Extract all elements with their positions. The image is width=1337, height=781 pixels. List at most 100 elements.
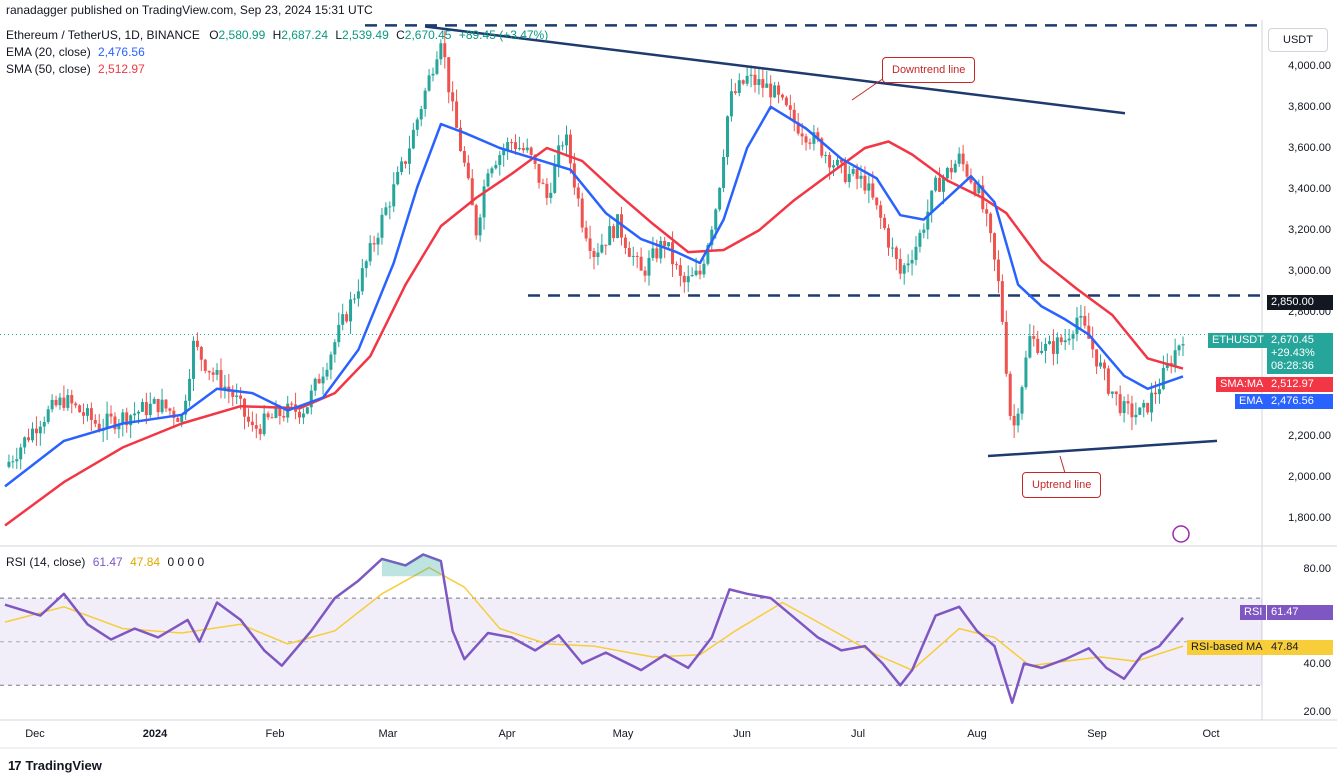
candle-body xyxy=(274,407,278,418)
candle-body xyxy=(1157,389,1161,395)
candle-body xyxy=(945,167,949,179)
candle-body xyxy=(290,403,294,405)
symbol-tag: ETHUSDT xyxy=(1208,333,1268,348)
candle-body xyxy=(541,182,545,184)
candle-body xyxy=(1126,401,1130,404)
candle-body xyxy=(969,176,973,183)
sma50-line xyxy=(4,140,1184,527)
rsi-legend[interactable]: RSI (14, close) 61.47 47.84 0 0 0 0 xyxy=(6,555,204,569)
candle-body xyxy=(800,133,804,137)
symbol-ohlc-row: Ethereum / TetherUS, 1D, BINANCE O2,580.… xyxy=(6,28,548,42)
ema-legend[interactable]: EMA (20, close) 2,476.56 xyxy=(6,45,145,59)
candle-body xyxy=(761,79,765,88)
candle-body xyxy=(462,150,466,163)
candle-body xyxy=(993,233,997,260)
candle-body xyxy=(278,407,282,416)
candle-body xyxy=(623,237,627,248)
candle-body xyxy=(211,372,215,375)
candle-body xyxy=(596,252,600,258)
candle-body xyxy=(486,173,490,187)
candle-body xyxy=(282,415,286,418)
candle-body xyxy=(356,291,360,299)
candle-body xyxy=(989,213,993,234)
candle-body xyxy=(207,370,211,373)
candle-body xyxy=(404,161,408,164)
candle-body xyxy=(1134,414,1138,418)
uptrend-callout[interactable]: Uptrend line xyxy=(1022,472,1102,498)
candle-body xyxy=(1000,281,1004,322)
candle-body xyxy=(592,250,596,258)
candle-body xyxy=(828,155,832,168)
rsi-legend-label: RSI (14, close) xyxy=(6,555,86,569)
candle-body xyxy=(466,162,470,179)
uptrend-callout-pointer xyxy=(1059,455,1066,474)
candle-body xyxy=(30,428,34,441)
candle-body xyxy=(125,412,129,426)
candle-body xyxy=(513,142,517,150)
candle-body xyxy=(168,408,172,411)
price-axis-label: 3,200.00 xyxy=(1288,224,1331,236)
candle-body xyxy=(576,187,580,199)
candle-body xyxy=(667,242,671,247)
candle-body xyxy=(1047,341,1051,344)
candle-body xyxy=(156,398,160,413)
candle-body xyxy=(231,391,235,397)
price-axis-label: 4,000.00 xyxy=(1288,60,1331,72)
uptrend-line xyxy=(987,439,1218,458)
currency-button[interactable]: USDT xyxy=(1268,28,1328,52)
candle-body xyxy=(117,424,121,430)
candle-body xyxy=(737,80,741,94)
candle-body xyxy=(235,395,239,397)
candle-body xyxy=(1004,321,1008,374)
candle-body xyxy=(651,248,655,258)
candle-body xyxy=(54,399,58,406)
candle-body xyxy=(19,447,23,460)
time-axis-label: 2024 xyxy=(142,728,168,740)
candle-body xyxy=(843,162,847,183)
candle-body xyxy=(902,265,906,274)
candle-body xyxy=(918,232,922,247)
candle-body xyxy=(521,148,525,151)
candle-body xyxy=(545,183,549,198)
candle-body xyxy=(883,217,887,229)
candle-body xyxy=(482,186,486,218)
candle-body xyxy=(1118,394,1122,414)
downtrend-callout[interactable]: Downtrend line xyxy=(882,57,976,83)
candle-body xyxy=(411,129,415,149)
candle-body xyxy=(62,397,66,408)
time-axis-label: Mar xyxy=(378,728,398,740)
candle-body xyxy=(580,198,584,228)
level-price-tag: 2,850.00 xyxy=(1267,295,1333,310)
symbol-title[interactable]: Ethereum / TetherUS, 1D, BINANCE xyxy=(6,28,200,42)
candle-body xyxy=(914,246,918,260)
candle-body xyxy=(529,147,533,155)
candle-body xyxy=(337,324,341,343)
candle-body xyxy=(341,314,345,325)
candle-body xyxy=(325,369,329,377)
candle-body xyxy=(584,227,588,239)
price-axis-label: 3,000.00 xyxy=(1288,265,1331,277)
sma-legend[interactable]: SMA (50, close) 2,512.97 xyxy=(6,62,145,76)
candle-body xyxy=(23,437,27,448)
candle-body xyxy=(612,226,616,239)
candle-body xyxy=(121,412,125,425)
candle-body xyxy=(1028,336,1032,358)
candle-body xyxy=(329,354,333,370)
candle-body xyxy=(1063,340,1067,343)
time-axis-label: May xyxy=(612,728,634,740)
sma-legend-label: SMA (50, close) xyxy=(6,62,91,76)
candle-body xyxy=(741,80,745,84)
candle-body xyxy=(1142,402,1146,408)
tradingview-brand[interactable]: 17 TradingView xyxy=(8,758,102,773)
candle-body xyxy=(773,85,777,98)
candle-body xyxy=(144,402,148,416)
candle-body xyxy=(372,243,376,245)
candle-body xyxy=(15,459,19,462)
candle-body xyxy=(140,402,144,412)
candle-body xyxy=(930,190,934,212)
price-axis-label: 3,400.00 xyxy=(1288,183,1331,195)
candle-body xyxy=(777,85,781,95)
candle-body xyxy=(710,229,714,246)
candle-body xyxy=(439,43,443,60)
